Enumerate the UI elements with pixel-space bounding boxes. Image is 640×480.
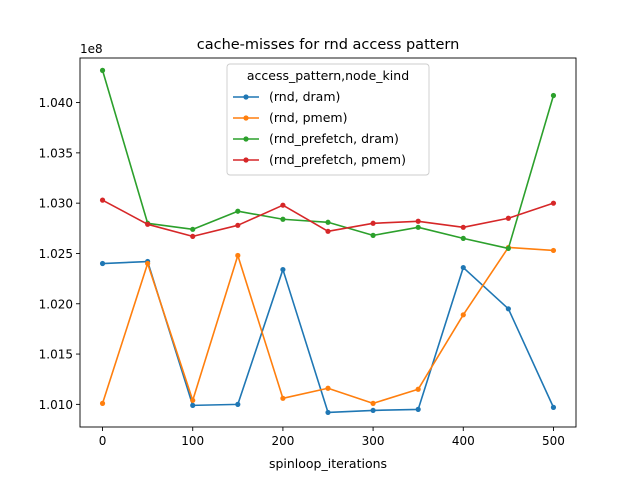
series-3-point [550, 200, 557, 206]
series-2-point [325, 219, 331, 225]
series-1-point [99, 400, 106, 406]
series-0-point [280, 266, 286, 273]
series-0-point [460, 264, 466, 271]
y-tick-label: 1.020 [39, 297, 73, 311]
series-line-1 [101, 246, 554, 405]
series-2-point [370, 232, 376, 238]
series-1-point [550, 247, 557, 254]
series-0-point [415, 406, 421, 412]
series-1-point [235, 252, 241, 259]
series-3-point [460, 224, 466, 230]
series-3-point [99, 197, 106, 203]
series-0-point [235, 401, 241, 407]
series-1-point [415, 386, 421, 392]
series-2-point [415, 224, 421, 230]
series-3-point [190, 233, 196, 239]
series-1-point [280, 395, 286, 401]
legend-marker-1 [243, 115, 249, 121]
legend-box [226, 63, 430, 176]
x-tick-label: 300 [362, 434, 385, 448]
x-tick-label: 100 [181, 434, 204, 448]
legend-label-3: (rnd_prefetch, pmem) [269, 152, 406, 167]
x-tick-label: 500 [542, 434, 565, 448]
series-0-point [550, 404, 557, 410]
series-2-point [235, 208, 241, 214]
y-tick-label: 1.015 [39, 348, 73, 362]
series-1-point [325, 385, 331, 391]
series-2-point [190, 226, 196, 232]
series-3-point [235, 222, 241, 228]
series-1-point [145, 260, 151, 267]
plot-frame [79, 57, 577, 428]
series-0-point [325, 409, 331, 416]
series-1-point [370, 400, 376, 406]
series-2-point [99, 67, 106, 73]
series-0-point [370, 407, 376, 414]
series-2-point [460, 235, 466, 241]
x-tick-label: 400 [452, 434, 475, 448]
legend-marker-3 [243, 157, 249, 163]
legend-marker-0 [243, 94, 249, 100]
y-tick-label: 1.025 [39, 247, 73, 261]
legend-title: access_pattern,node_kind [247, 68, 409, 83]
x-tick-label: 200 [271, 434, 294, 448]
x-tick-label: 0 [99, 434, 107, 448]
series-3-point [370, 220, 376, 226]
series-2-point [505, 245, 511, 252]
y-tick-label: 1.010 [39, 398, 73, 412]
series-0-point [99, 260, 106, 267]
legend-marker-2 [243, 136, 249, 142]
series-2-point [280, 216, 286, 222]
y-tick-label: 1.030 [39, 197, 73, 211]
legend-label-1: (rnd, pmem) [269, 110, 347, 125]
series-3-point [145, 221, 151, 227]
legend-label-0: (rnd, dram) [269, 89, 340, 104]
y-offset-label: 1e8 [80, 42, 103, 56]
x-axis-label: spinloop_iterations [269, 456, 387, 471]
series-1-point [190, 397, 196, 403]
series-3-point [415, 218, 421, 224]
legend-label-2: (rnd_prefetch, dram) [269, 131, 399, 146]
series-0-point [190, 402, 196, 408]
series-3-point [505, 215, 511, 221]
chart-title: cache-misses for rnd access pattern [197, 37, 460, 53]
series-3-point [280, 202, 286, 208]
series-0-point [505, 306, 511, 312]
y-tick-label: 1.035 [39, 146, 73, 160]
y-tick-label: 1.040 [39, 96, 73, 110]
series-2-point [550, 92, 557, 99]
series-1-point [460, 312, 466, 318]
series-3-point [325, 228, 331, 234]
